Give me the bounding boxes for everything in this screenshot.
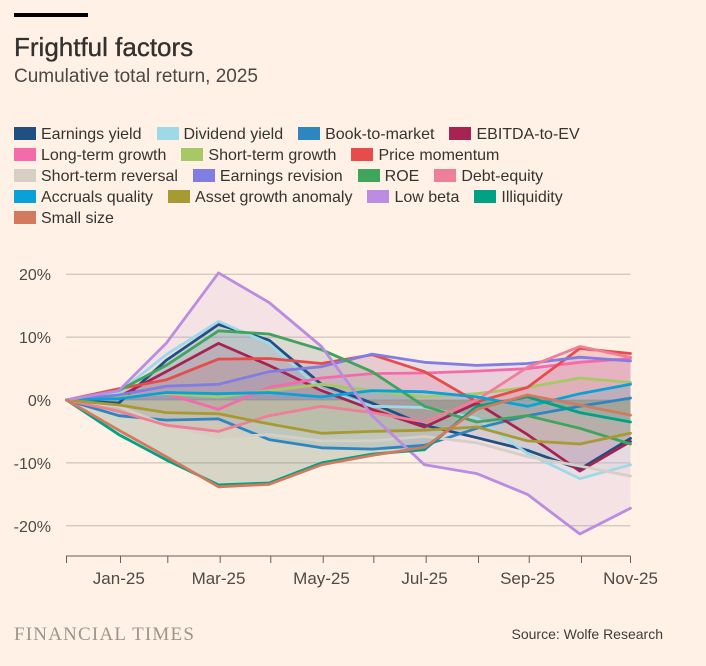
svg-text:20%: 20% xyxy=(19,267,51,284)
svg-text:Sep-25: Sep-25 xyxy=(500,569,555,588)
svg-text:Jul-25: Jul-25 xyxy=(401,569,447,588)
svg-text:-10%: -10% xyxy=(14,456,51,473)
svg-text:0%: 0% xyxy=(28,393,51,410)
svg-text:Jan-25: Jan-25 xyxy=(93,569,145,588)
svg-text:Mar-25: Mar-25 xyxy=(192,569,246,588)
svg-text:-20%: -20% xyxy=(14,519,51,536)
svg-text:10%: 10% xyxy=(19,330,51,347)
svg-text:Nov-25: Nov-25 xyxy=(603,569,658,588)
svg-text:May-25: May-25 xyxy=(293,569,350,588)
